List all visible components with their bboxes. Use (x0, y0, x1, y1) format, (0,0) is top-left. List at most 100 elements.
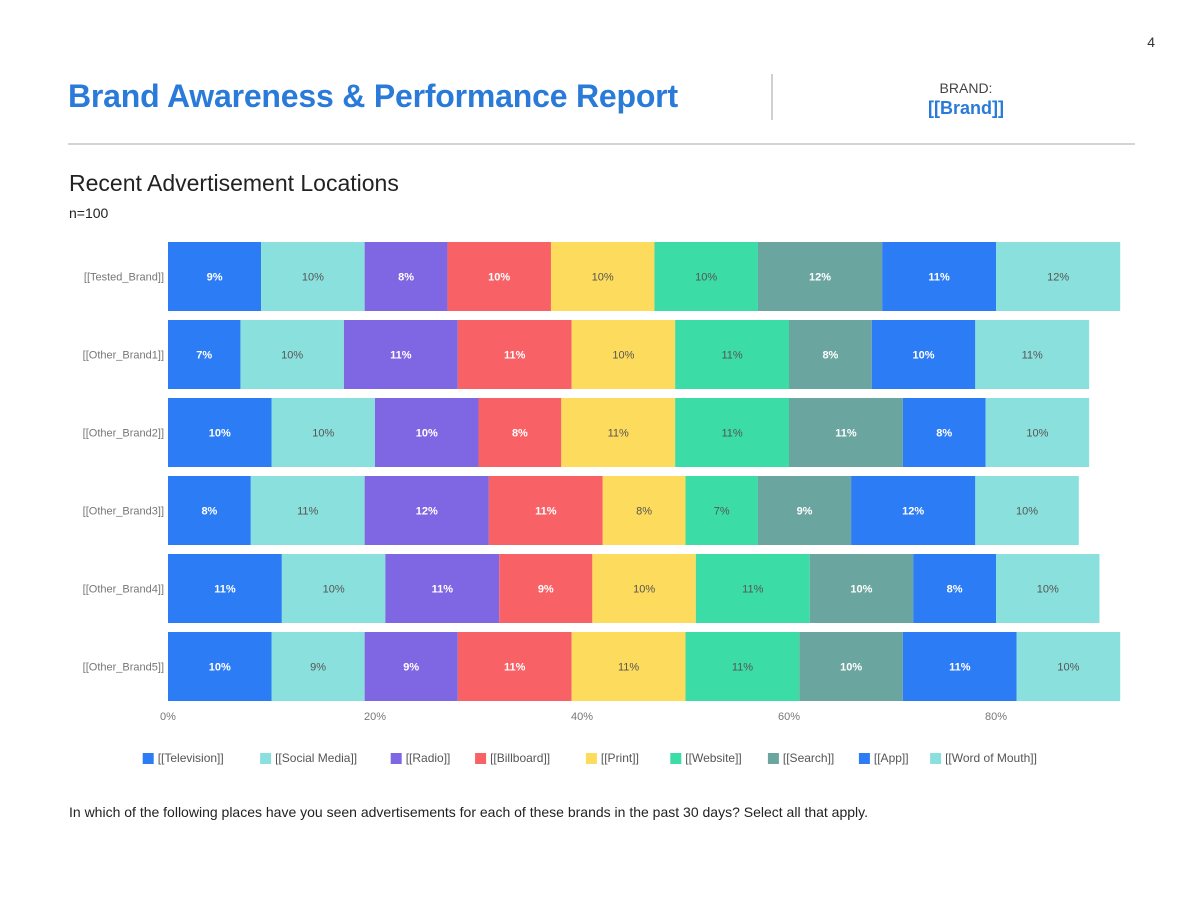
bar-segment (250, 476, 365, 545)
x-tick-label: 0% (160, 711, 176, 723)
data-label: 10% (416, 428, 438, 440)
bar-segment (902, 398, 986, 467)
legend-swatch (670, 753, 682, 764)
legend-label: [[Radio]] (406, 751, 451, 765)
data-label: 11% (1022, 350, 1043, 362)
data-label: 11% (214, 584, 236, 596)
data-label: 7% (714, 506, 730, 518)
legend-label: [[Word of Mouth]] (945, 751, 1037, 765)
brand-value: [[Brand]] (928, 98, 1004, 118)
data-label: 10% (281, 350, 303, 362)
data-label: 11% (504, 662, 526, 674)
bar-segment (809, 554, 914, 623)
bar-segment (602, 476, 686, 545)
data-label: 9% (207, 272, 223, 284)
bar-segment (985, 398, 1090, 467)
brand-block: BRAND: [[Brand]] (880, 80, 1052, 119)
data-label: 12% (416, 506, 438, 518)
data-label: 11% (742, 584, 763, 596)
bar-segment (168, 320, 241, 389)
legend-label: [[Television]] (158, 751, 224, 765)
data-label: 10% (323, 584, 345, 596)
bar-segment (343, 320, 458, 389)
bar-segment (271, 398, 375, 467)
data-label: 10% (312, 428, 334, 440)
data-label: 8% (947, 584, 963, 596)
header-rule (68, 143, 1135, 145)
data-label: 10% (1057, 662, 1079, 674)
bar-segment (902, 632, 1017, 701)
data-label: 10% (840, 662, 862, 674)
legend-label: [[Print]] (601, 751, 639, 765)
data-label: 9% (403, 662, 419, 674)
data-label: 9% (797, 506, 813, 518)
legend-swatch (142, 753, 154, 764)
data-label: 9% (538, 584, 554, 596)
data-label: 10% (695, 272, 717, 284)
bar-segment (882, 242, 996, 311)
category-label: [[Tested_Brand]] (84, 272, 164, 284)
bar-segment (281, 554, 386, 623)
bar-segment (592, 554, 696, 623)
data-label: 11% (721, 350, 742, 362)
bar-segment (168, 554, 282, 623)
data-label: 11% (297, 506, 318, 518)
bar-segment (757, 476, 852, 545)
x-tick-label: 40% (571, 711, 593, 723)
bar-segment (261, 242, 365, 311)
bar-segment (996, 242, 1121, 311)
bar-segment (168, 242, 262, 311)
bar-segment (488, 476, 603, 545)
bar-segment (550, 242, 655, 311)
legend-label: [[App]] (874, 751, 909, 765)
bar-segment (913, 554, 996, 623)
bar-segment (385, 554, 500, 623)
bar-segment (364, 632, 458, 701)
data-label: 10% (209, 662, 231, 674)
data-label: 10% (633, 584, 655, 596)
data-label: 8% (636, 506, 652, 518)
data-label: 8% (398, 272, 414, 284)
data-label: 10% (1026, 428, 1048, 440)
bar-segment (675, 320, 789, 389)
data-label: 11% (608, 428, 629, 440)
data-label: 11% (835, 428, 857, 440)
category-label: [[Other_Brand5]] (83, 662, 164, 674)
stacked-bar-chart: [[Tested_Brand]] 9% 10% 8% 10% 10% 10% 12% 11% 12… (83, 242, 1121, 765)
category-label: [[Other_Brand1]] (83, 350, 164, 362)
data-label: 10% (488, 272, 510, 284)
bar-segment (695, 554, 810, 623)
bar-segment (457, 632, 572, 701)
bar-segment (996, 554, 1100, 623)
header-divider (771, 74, 773, 120)
legend-swatch (767, 753, 779, 764)
bar-segment (799, 632, 903, 701)
page-number: 4 (1147, 34, 1155, 50)
data-label: 12% (1047, 272, 1069, 284)
bar-segment (685, 632, 800, 701)
bar-segment (675, 398, 789, 467)
data-label: 8% (936, 428, 952, 440)
data-label: 10% (209, 428, 231, 440)
data-label: 11% (928, 272, 950, 284)
bar-segment (1016, 632, 1121, 701)
legend-swatch (390, 753, 402, 764)
bar-segment (685, 476, 758, 545)
x-tick-label: 80% (985, 711, 1007, 723)
data-label: 11% (949, 662, 971, 674)
category-label: [[Other_Brand2]] (83, 428, 164, 440)
bar-segment (168, 632, 272, 701)
data-label: 11% (721, 428, 742, 440)
legend-swatch (858, 753, 870, 764)
data-label: 8% (822, 350, 838, 362)
legend-swatch (930, 753, 942, 764)
report-title: Brand Awareness & Performance Report (68, 78, 678, 114)
data-label: 7% (196, 350, 212, 362)
bar-segment (168, 476, 251, 545)
bar-segment (975, 476, 1079, 545)
legend-swatch (475, 753, 487, 764)
data-label: 10% (612, 350, 634, 362)
data-label: 11% (504, 350, 526, 362)
data-label: 12% (809, 272, 831, 284)
bar-segment (447, 242, 551, 311)
